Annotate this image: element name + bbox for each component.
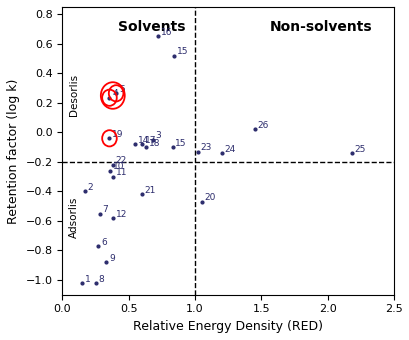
Text: 24: 24 (224, 145, 235, 154)
Text: 7: 7 (102, 205, 108, 214)
Text: 20: 20 (204, 193, 216, 202)
Text: Non-solvents: Non-solvents (269, 20, 372, 34)
Text: 9: 9 (109, 254, 115, 263)
Text: Adsorlis: Adsorlis (69, 197, 79, 238)
Text: 2: 2 (88, 183, 93, 192)
Text: 26: 26 (257, 121, 268, 130)
Text: Solvents: Solvents (118, 20, 185, 34)
Text: 3: 3 (155, 131, 161, 140)
X-axis label: Relative Energy Density (RED): Relative Energy Density (RED) (133, 320, 322, 333)
Text: 23: 23 (200, 143, 211, 152)
Text: 5: 5 (119, 85, 124, 94)
Text: 4: 4 (112, 89, 117, 98)
Text: 25: 25 (354, 145, 365, 154)
Text: 21: 21 (144, 186, 156, 195)
Text: 10: 10 (112, 163, 124, 171)
Text: 1: 1 (85, 275, 90, 284)
Text: 14: 14 (138, 136, 149, 145)
Text: 15: 15 (176, 47, 188, 56)
Text: 12: 12 (115, 210, 127, 219)
Text: 22: 22 (115, 156, 126, 166)
Text: Desorlis: Desorlis (69, 74, 79, 116)
Text: 11: 11 (115, 168, 127, 177)
Text: 6: 6 (101, 238, 106, 247)
Text: 17: 17 (144, 136, 156, 145)
Text: 8: 8 (98, 275, 104, 284)
Text: 19: 19 (112, 130, 124, 139)
Text: 15: 15 (175, 139, 187, 148)
Text: 16: 16 (160, 28, 172, 37)
Y-axis label: Retention factor (log k): Retention factor (log k) (7, 78, 20, 223)
Text: 18: 18 (148, 139, 160, 148)
